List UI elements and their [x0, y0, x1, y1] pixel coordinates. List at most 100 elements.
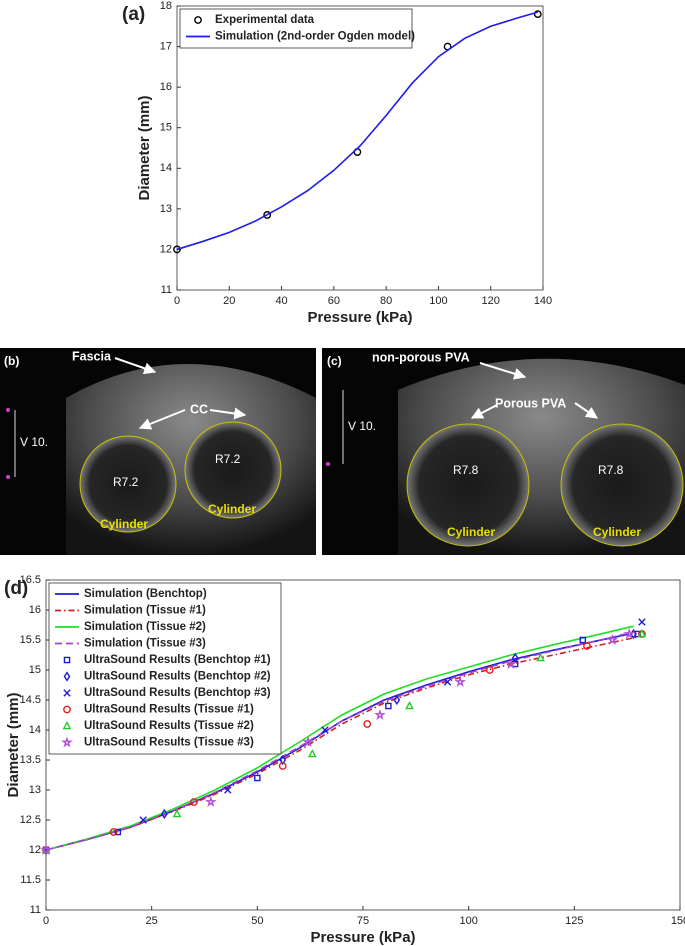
label: CC [190, 402, 208, 416]
panel-label: (a) [122, 4, 145, 25]
y-tick-label: 14 [29, 724, 41, 736]
marker-dot [6, 475, 10, 479]
x-axis-label: Pressure (kPa) [307, 309, 412, 326]
legend-label: UltraSound Results (Tissue #1) [84, 704, 254, 716]
cylinder-outline [560, 423, 684, 547]
point [109, 828, 118, 836]
plot-area [176, 5, 544, 291]
legend-label: Experimental data [215, 14, 315, 26]
point [606, 633, 619, 645]
y-axis-label: Diameter (mm) [5, 692, 22, 797]
x-tick-label: 0 [43, 915, 49, 927]
point [363, 720, 372, 728]
legend-swatch [194, 16, 202, 24]
point [321, 726, 329, 734]
x-tick-label: 20 [223, 295, 235, 307]
legend-swatch [63, 671, 71, 682]
y-tick-label: 11 [30, 904, 41, 916]
legend-label: Simulation (Tissue #1) [84, 605, 206, 617]
y-tick-label: 12 [160, 243, 172, 255]
x-tick-label: 125 [565, 915, 583, 927]
legend-label: Simulation (2nd-order Ogden model) [215, 31, 415, 43]
y-tick-label: 13 [29, 784, 41, 796]
point [536, 652, 545, 662]
legend-swatch [62, 720, 72, 730]
x-tick-label: 120 [482, 295, 500, 307]
label: V 10. [20, 435, 48, 449]
legend-swatch [63, 705, 71, 714]
point [374, 708, 386, 720]
line [45, 625, 634, 851]
arrow [574, 402, 598, 419]
label: Cylinder [208, 502, 256, 516]
legend-label: UltraSound Results (Tissue #2) [84, 720, 254, 732]
x-tick-label: 140 [534, 295, 552, 307]
label: non-porous PVA [372, 350, 470, 364]
point [505, 657, 517, 669]
label: Cylinder [100, 517, 148, 531]
label: Cylinder [447, 525, 495, 539]
point [454, 675, 467, 687]
y-axis-label: Diameter (mm) [136, 95, 153, 200]
y-tick-label: 14.5 [20, 694, 41, 706]
legend-label: UltraSound Results (Benchtop #1) [84, 654, 271, 666]
point [279, 754, 287, 766]
y-tick-label: 11.5 [20, 874, 41, 886]
point [254, 774, 261, 782]
legend-label: Simulation (Tissue #3) [84, 638, 206, 650]
point [173, 245, 181, 254]
legend-label: UltraSound Results (Benchtop #3) [84, 687, 271, 699]
x-tick-label: 40 [275, 295, 287, 307]
y-tick-label: 12 [29, 844, 41, 856]
point [278, 762, 287, 770]
point [385, 702, 392, 710]
x-tick-label: 100 [429, 295, 447, 307]
y-tick-label: 16 [29, 604, 41, 616]
point [204, 795, 217, 807]
y-tick-label: 15.5 [20, 634, 41, 646]
line [176, 11, 538, 251]
legend-box [48, 582, 282, 755]
label: R7.8 [598, 463, 624, 477]
x-tick-label: 80 [380, 295, 392, 307]
ultrasound-b: (b) Fascia CC V 10. R7.2 R7.2 Cylinder C… [0, 348, 316, 555]
point [114, 828, 122, 836]
y-tick-label: 13.5 [20, 754, 41, 766]
point [638, 618, 646, 626]
arrow [138, 409, 186, 430]
ultrasound-c: (c) non-porous PVA Porous PVA V 10. R7.8… [322, 348, 685, 555]
label: R7.2 [113, 475, 139, 489]
point [139, 816, 147, 824]
label: Porous PVA [495, 396, 566, 410]
point [511, 652, 519, 664]
point [160, 808, 168, 820]
point [190, 798, 198, 806]
arrow [470, 404, 498, 419]
y-tick-label: 16.5 [20, 574, 41, 586]
point [579, 636, 587, 644]
panel-label: (d) [4, 578, 28, 599]
x-tick-label: 100 [459, 915, 477, 927]
x-tick-label: 75 [357, 915, 369, 927]
point [623, 627, 636, 639]
point [533, 10, 542, 19]
point [40, 843, 52, 855]
legend-label: Simulation (Tissue #2) [84, 621, 206, 633]
arrow [479, 362, 527, 380]
point [583, 642, 591, 650]
panel-label: (b) [4, 354, 19, 368]
cylinder-outline [406, 423, 530, 547]
point [302, 735, 314, 747]
y-tick-label: 16 [160, 81, 172, 93]
point [172, 808, 182, 818]
x-tick-label: 150 [671, 915, 685, 927]
marker-dot [326, 462, 330, 466]
point [224, 786, 232, 794]
y-tick-label: 15 [29, 664, 41, 676]
legend-box [179, 8, 413, 49]
cylinder-outline [184, 421, 282, 519]
y-tick-label: 14 [160, 162, 172, 174]
panel-label: (c) [327, 354, 342, 368]
x-tick-label: 25 [146, 915, 158, 927]
label: R7.2 [215, 452, 241, 466]
